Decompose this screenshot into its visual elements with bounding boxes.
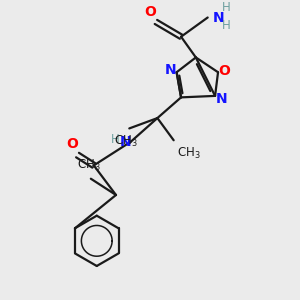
Text: O: O xyxy=(218,64,230,78)
Text: H: H xyxy=(111,133,120,146)
Text: N: N xyxy=(164,63,176,77)
Text: H: H xyxy=(222,1,230,13)
Text: CH$_3$: CH$_3$ xyxy=(114,134,138,149)
Text: CH$_3$: CH$_3$ xyxy=(177,146,200,161)
Text: N: N xyxy=(120,135,131,149)
Text: O: O xyxy=(145,5,157,19)
Text: H: H xyxy=(222,19,230,32)
Text: N: N xyxy=(213,11,225,25)
Text: N: N xyxy=(216,92,227,106)
Text: CH$_3$: CH$_3$ xyxy=(76,158,100,173)
Text: O: O xyxy=(66,136,78,151)
